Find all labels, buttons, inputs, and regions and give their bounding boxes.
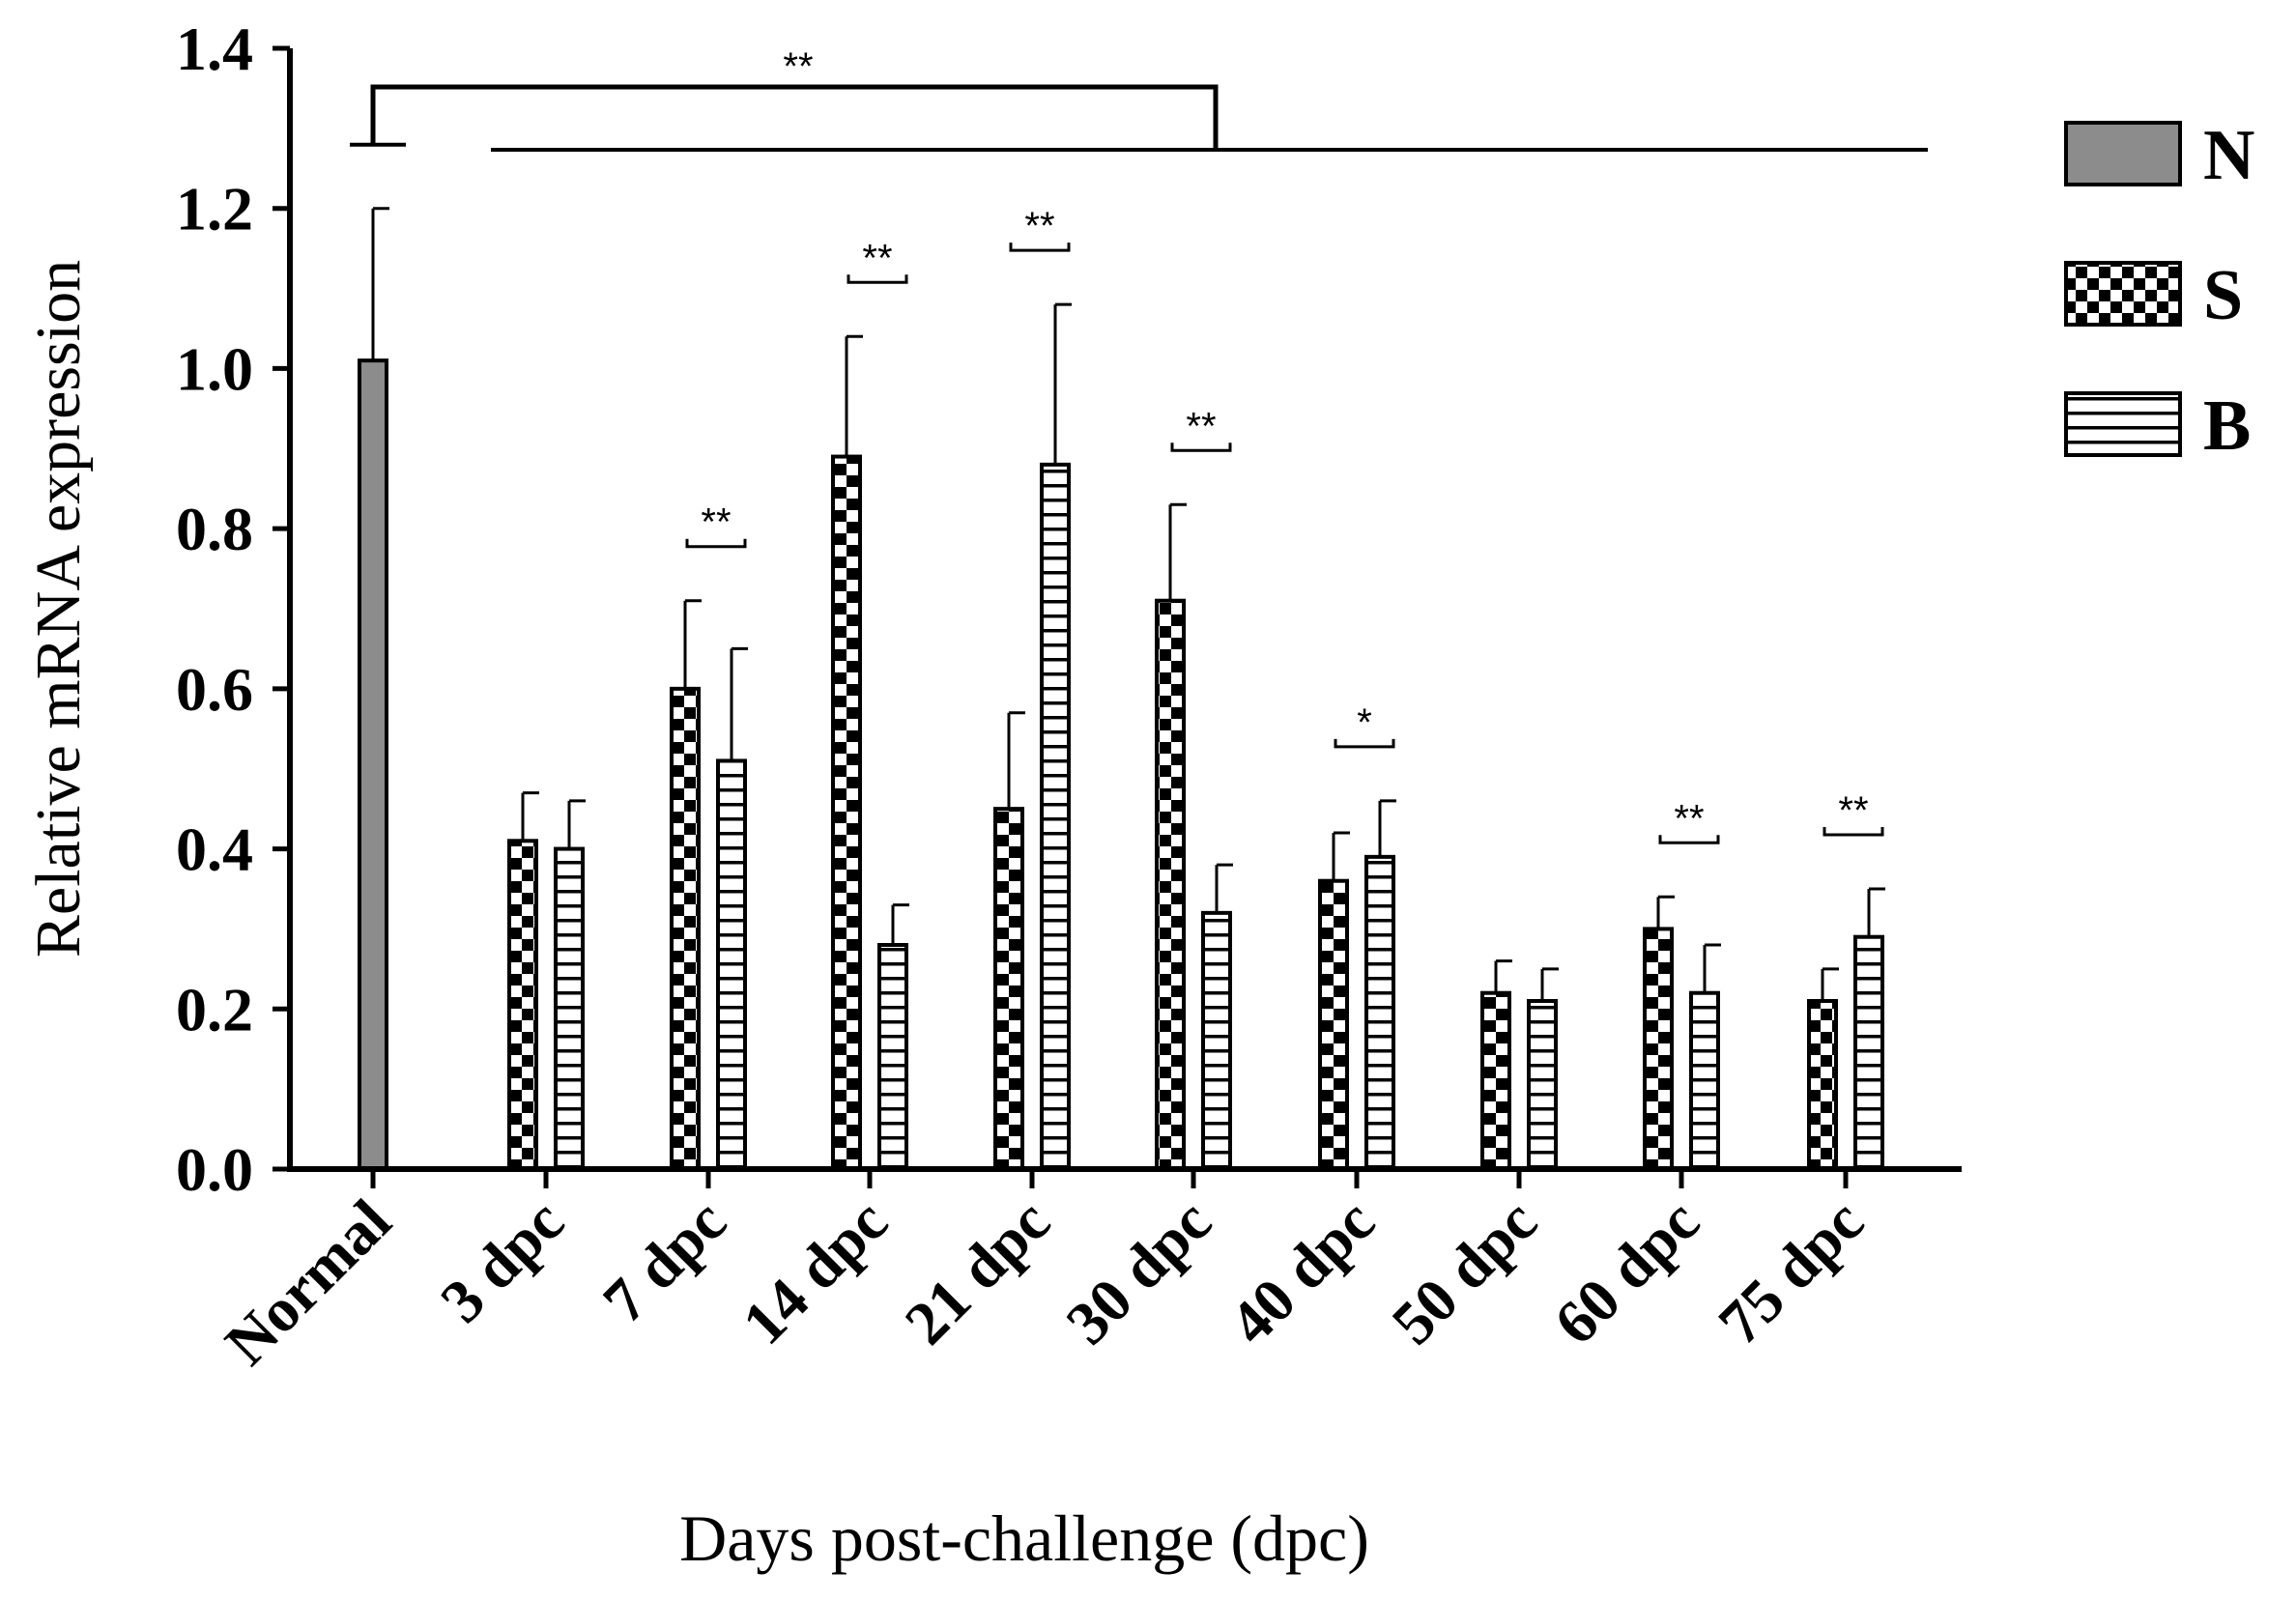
bar-B-50-dpc: [1527, 999, 1558, 1171]
bar-N-normal: [358, 358, 388, 1171]
x-tick-label: 60 dpc: [1541, 1186, 1712, 1357]
x-tick-label: 7 dpc: [589, 1186, 739, 1336]
bar-S-50-dpc: [1480, 990, 1511, 1171]
pair-bracket: [1822, 827, 1884, 837]
x-tick-label: 21 dpc: [892, 1186, 1063, 1357]
legend-swatch-B: [2064, 391, 2182, 457]
bar-B-30-dpc: [1201, 910, 1232, 1171]
legend-swatch-S: [2064, 261, 2182, 327]
pair-significance-label: **: [701, 501, 731, 544]
x-tick-label: 3 dpc: [427, 1186, 577, 1336]
bar-B-60-dpc: [1689, 990, 1720, 1171]
bar-S-75-dpc: [1807, 999, 1838, 1171]
overall-significance-label: **: [783, 45, 813, 88]
bar-S-30-dpc: [1155, 598, 1186, 1171]
y-tick-label: 1.4: [176, 14, 253, 83]
pair-significance-label: **: [1838, 789, 1868, 832]
bar-B-75-dpc: [1853, 934, 1884, 1172]
bar-B-3-dpc: [554, 846, 585, 1171]
x-tick-label: Normal: [212, 1186, 403, 1378]
significance-layer: ************* **: [350, 45, 1928, 844]
x-tick-label: 30 dpc: [1053, 1186, 1224, 1357]
y-tick-label: 1.2: [176, 175, 253, 243]
pair-significance-label: **: [1186, 405, 1216, 447]
bars-layer: [358, 358, 1884, 1172]
pair-significance-label: **: [1674, 797, 1704, 840]
y-tick-label: 0.8: [176, 495, 253, 563]
y-tick-label: 0.2: [176, 975, 253, 1043]
bar-S-7-dpc: [670, 686, 701, 1171]
pair-bracket: [685, 538, 747, 549]
y-ticks: 0.0 0.2 0.4 0.6 0.8 1.0 1.2 1.4: [176, 14, 290, 1204]
bar-B-40-dpc: [1364, 854, 1395, 1171]
error-bars-layer: [371, 207, 1885, 1001]
pair-bracket: [1170, 443, 1232, 452]
legend: NSB: [2064, 116, 2254, 466]
y-axis-title: Relative mRNA expression: [23, 260, 94, 957]
legend-swatch-N: [2064, 121, 2182, 186]
pair-bracket: [1658, 835, 1720, 844]
bar-S-21-dpc: [993, 807, 1024, 1172]
y-tick-label: 1.0: [176, 334, 253, 403]
pair-significance-label: *: [1357, 701, 1372, 744]
bar-B-7-dpc: [716, 758, 747, 1172]
pair-bracket: [1334, 738, 1395, 749]
pair-bracket: [1009, 243, 1071, 252]
bar-S-60-dpc: [1643, 927, 1674, 1172]
legend-label-S: S: [2203, 256, 2243, 335]
bar-S-14-dpc: [831, 454, 862, 1172]
y-tick-label: 0.0: [176, 1135, 253, 1204]
overall-bracket: [370, 84, 1219, 150]
x-tick-label: 14 dpc: [730, 1186, 901, 1357]
y-tick-label: 0.6: [176, 655, 253, 724]
pair-bracket: [847, 274, 908, 284]
y-tick-label: 0.4: [176, 815, 253, 884]
legend-label-N: N: [2203, 116, 2254, 195]
bar-S-3-dpc: [507, 839, 538, 1171]
bar-B-14-dpc: [877, 943, 908, 1171]
bar-B-21-dpc: [1040, 462, 1071, 1172]
pair-significance-label: **: [1024, 205, 1054, 247]
legend-label-B: B: [2203, 386, 2251, 466]
x-tick-label: 40 dpc: [1217, 1186, 1388, 1357]
pair-significance-label: **: [862, 237, 892, 279]
x-axis-title: Days post-challenge (dpc): [679, 1501, 1369, 1575]
x-tick-label: 50 dpc: [1379, 1186, 1550, 1357]
bar-S-40-dpc: [1318, 878, 1349, 1171]
x-tick-label: 75 dpc: [1706, 1186, 1877, 1357]
